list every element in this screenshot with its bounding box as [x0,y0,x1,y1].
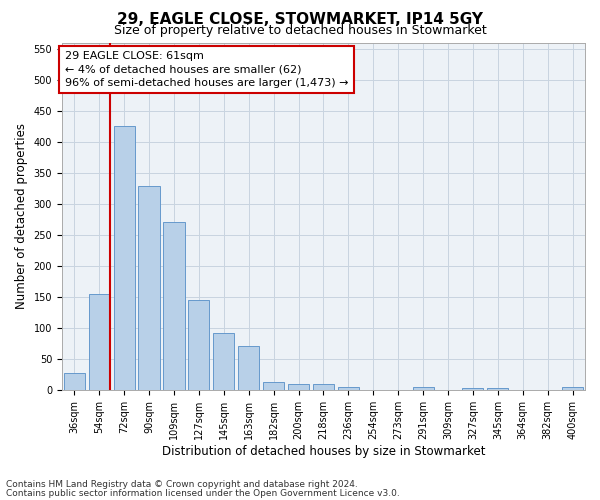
Bar [113,126,135,390]
Text: 29, EAGLE CLOSE, STOWMARKET, IP14 5GY: 29, EAGLE CLOSE, STOWMARKET, IP14 5GY [117,12,483,28]
Bar [188,300,209,390]
Bar [163,222,185,390]
X-axis label: Distribution of detached houses by size in Stowmarket: Distribution of detached houses by size … [162,444,485,458]
Bar [338,386,359,390]
Bar [463,388,484,390]
Bar [139,186,160,390]
Text: Contains HM Land Registry data © Crown copyright and database right 2024.: Contains HM Land Registry data © Crown c… [6,480,358,489]
Bar [313,384,334,390]
Bar [263,382,284,390]
Bar [487,388,508,390]
Bar [89,294,110,390]
Y-axis label: Number of detached properties: Number of detached properties [15,123,28,309]
Text: Contains public sector information licensed under the Open Government Licence v3: Contains public sector information licen… [6,488,400,498]
Bar [413,386,434,390]
Bar [288,384,309,390]
Bar [213,333,235,390]
Bar [64,373,85,390]
Bar [238,346,259,390]
Bar [562,386,583,390]
Text: 29 EAGLE CLOSE: 61sqm
← 4% of detached houses are smaller (62)
96% of semi-detac: 29 EAGLE CLOSE: 61sqm ← 4% of detached h… [65,51,348,88]
Text: Size of property relative to detached houses in Stowmarket: Size of property relative to detached ho… [113,24,487,37]
